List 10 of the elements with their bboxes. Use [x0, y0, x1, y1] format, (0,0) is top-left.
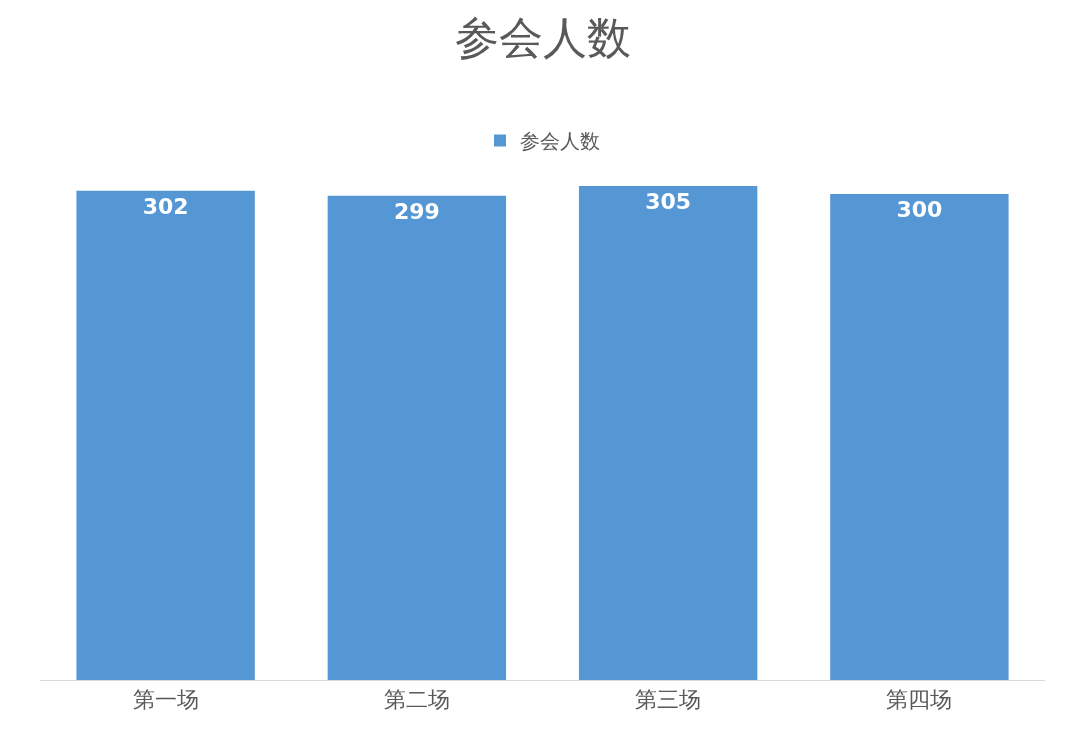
x-tick-label: 第二场 — [383, 683, 450, 714]
x-tick-label: 第三场 — [635, 683, 702, 714]
legend-label: 参会人数 — [520, 127, 600, 155]
data-label: 305 — [645, 189, 692, 214]
data-label: 302 — [142, 193, 189, 219]
x-tick-label: 第一场 — [132, 683, 199, 714]
data-label: 300 — [896, 197, 943, 223]
chart-title: 参会人数 — [454, 12, 631, 63]
x-tick-label: 第四场 — [886, 683, 953, 714]
data-label: 299 — [393, 198, 440, 224]
